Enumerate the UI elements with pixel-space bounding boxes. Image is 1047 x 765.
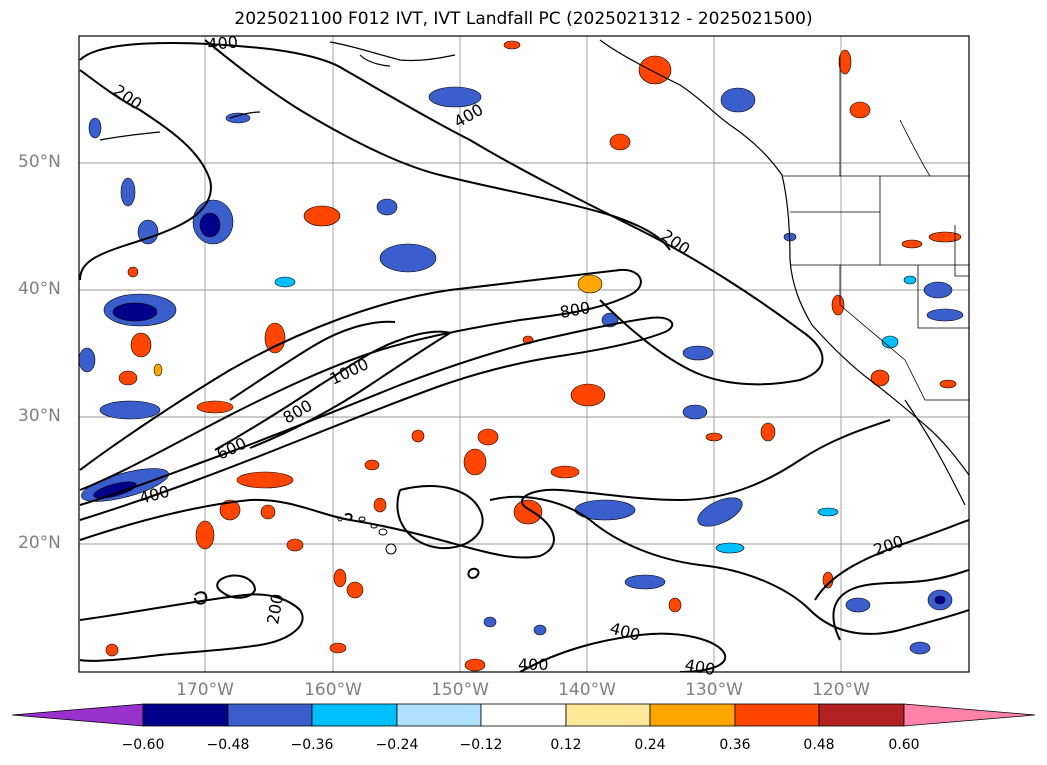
- colorbar-tick-label: −0.60: [121, 737, 165, 753]
- lon-label: 160°W: [304, 680, 362, 700]
- lon-label: 150°W: [431, 680, 489, 700]
- contour-label: 400: [683, 655, 716, 679]
- map-background: [79, 36, 969, 672]
- coastlines: [99, 39, 969, 506]
- state-borders: [782, 55, 969, 401]
- lon-label: 140°W: [558, 680, 616, 700]
- contour-label: 400: [518, 655, 549, 674]
- colorbar-tick-label: 0.48: [803, 737, 835, 753]
- lat-label: 30°N: [18, 406, 61, 426]
- lon-label: 120°W: [812, 680, 870, 700]
- colorbar-tick-label: −0.24: [375, 737, 419, 753]
- hawaii-islands: [337, 516, 397, 555]
- colorbar-tick-label: −0.48: [206, 737, 250, 753]
- lat-label: 50°N: [18, 152, 61, 172]
- contour-label: 400: [207, 32, 239, 54]
- colorbar-tick-label: 0.60: [888, 737, 920, 753]
- colorbar-tick-label: 0.36: [719, 737, 751, 753]
- colorbar-tick-label: −0.36: [290, 737, 334, 753]
- ivt-contours: [79, 39, 969, 672]
- lon-label: 130°W: [685, 680, 743, 700]
- lat-label: 20°N: [18, 533, 61, 553]
- colorbar-tick-label: 0.12: [550, 737, 582, 753]
- colorbar: [11, 703, 1036, 727]
- colorbar-tick-label: −0.12: [459, 737, 503, 753]
- lat-label: 40°N: [18, 279, 61, 299]
- colorbar-tick-label: 0.24: [634, 737, 666, 753]
- positive-pc-regions: [105, 40, 962, 672]
- negative-pc-regions: [79, 86, 964, 655]
- lon-label: 170°W: [176, 680, 234, 700]
- map-frame: [78, 35, 970, 673]
- map-title: 2025021100 F012 IVT, IVT Landfall PC (20…: [234, 9, 813, 29]
